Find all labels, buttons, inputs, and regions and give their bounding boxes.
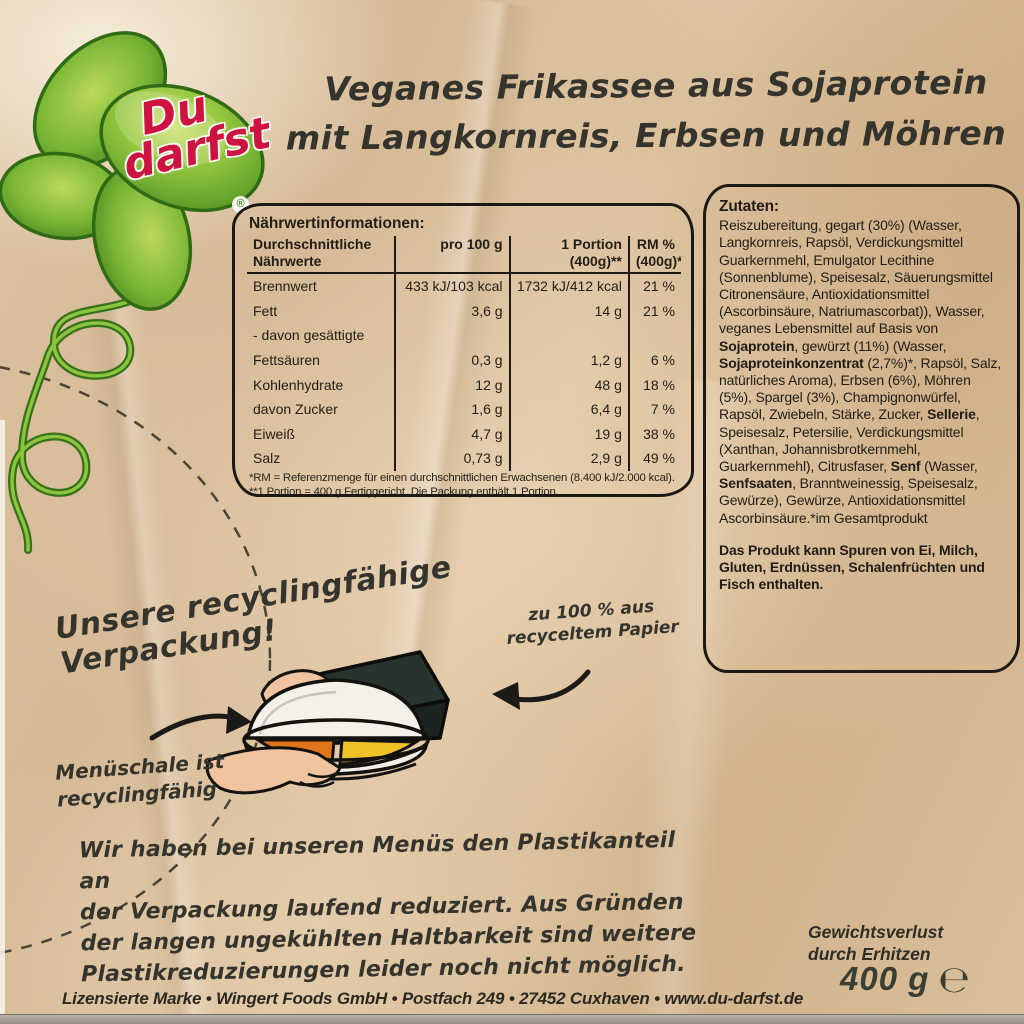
plastic-reduction-note: Wir haben bei unseren Menüs den Plastika… [78,828,697,988]
product-title-line1: Veganes Frikassee aus Sojaprotein [324,62,988,109]
value-rm-percent: 21 % [627,298,681,324]
arrow-left-icon [492,669,591,710]
value-rm-percent: 18 % [627,372,681,397]
nutrient-label: Kohlenhydrate [253,376,344,393]
value-per-portion: 1732 kJ/412 kcal [508,273,629,299]
ingredients-box: Zutaten: Reiszubereitung, gegart (30%) (… [703,184,1020,673]
header-rm-percent: RM % (400g)* [627,236,681,274]
value-per-100g [393,323,510,348]
estimated-sign-icon: ℮ [938,958,972,1001]
net-weight: 400 g ℮ [840,958,972,1001]
brand-logo: Du darfst ® [0,0,320,580]
header-avg-values: Durchschnittliche Nährwerte [247,236,395,274]
nutrition-footnote-rm: *RM = Referenzmenge für einen durchschni… [249,471,675,484]
value-per-100g: 0,3 g [393,347,510,373]
nutrition-header-row: Durchschnittliche Nährwerte pro 100 g 1 P… [247,236,681,274]
tray-and-box-illustration [149,650,591,795]
dashed-circle-arc [0,365,272,955]
nutrient-label: Brennwert [253,278,317,295]
value-rm-percent: 7 % [627,396,681,422]
table-row: Fett 3,6 g 14 g 21 % [247,298,681,324]
arrow-right-icon [149,706,252,741]
table-row: Salz 0,73 g 2,9 g 49 % [247,446,681,471]
header-per-100g: pro 100 g [393,236,510,274]
nutrient-label: Fettsäuren [253,352,320,369]
value-per-100g: 12 g [393,372,510,397]
nutrition-footnote-portion: **1 Portion = 400 g Fertiggericht. Die P… [249,486,559,499]
value-per-portion: 2,9 g [508,446,629,471]
value-rm-percent: 38 % [627,421,681,447]
table-row: Kohlenhydrate 12 g 48 g 18 % [247,372,681,397]
value-per-100g: 433 kJ/103 kcal [393,273,510,299]
value-per-100g: 1,6 g [393,396,510,422]
nutrient-label: Fett [253,302,278,319]
table-row: - davon gesättigte [247,323,681,348]
nutrient-label: - davon gesättigte [253,327,365,344]
weight-loss-note: Gewichtsverlust durch Erhitzen [808,922,944,964]
value-per-portion: 19 g [508,421,629,447]
nutrient-label: Salz [253,450,281,467]
value-per-100g: 0,73 g [393,446,510,471]
ingredients-text: Reiszubereitung, gegart (30%) (Wasser, L… [719,217,1002,526]
value-per-100g: 3,6 g [393,298,510,324]
value-rm-percent: 6 % [627,347,681,373]
ingredients-title: Zutaten: [719,198,779,215]
value-per-portion: 6,4 g [508,396,629,422]
value-per-portion: 1,2 g [508,347,629,373]
header-per-portion: 1 Portion (400g)** [508,236,629,274]
package-edge [0,420,5,1024]
table-row: Brennwert 433 kJ/103 kcal 1732 kJ/412 kcal… [247,273,681,299]
background-table-edge [0,1014,1024,1024]
product-title-line2: mit Langkornreis, Erbsen und Möhren [285,113,1007,158]
nutrient-label: Eiweiß [253,425,296,442]
value-per-portion: 48 g [508,372,629,397]
table-row: Eiweiß 4,7 g 19 g 38 % [247,421,681,447]
nutrition-title: Nährwertinformationen: [249,215,425,232]
nutrition-facts-box: Nährwertinformationen: Durchschnittliche… [232,203,694,499]
allergen-note: Das Produkt kann Spuren von Ei, Milch, G… [719,541,985,593]
clover-logo-icon [0,31,265,554]
nutrition-table: Durchschnittliche Nährwerte pro 100 g 1 P… [247,236,681,471]
value-per-portion: 14 g [508,298,629,324]
value-rm-percent: 21 % [627,273,681,299]
license-line: Lizensierte Marke • Wingert Foods GmbH •… [62,989,804,1008]
value-per-100g: 4,7 g [393,421,510,447]
value-per-portion [508,323,629,348]
nutrient-label: davon Zucker [253,401,338,418]
value-rm-percent [627,323,681,348]
value-rm-percent: 49 % [627,446,681,471]
